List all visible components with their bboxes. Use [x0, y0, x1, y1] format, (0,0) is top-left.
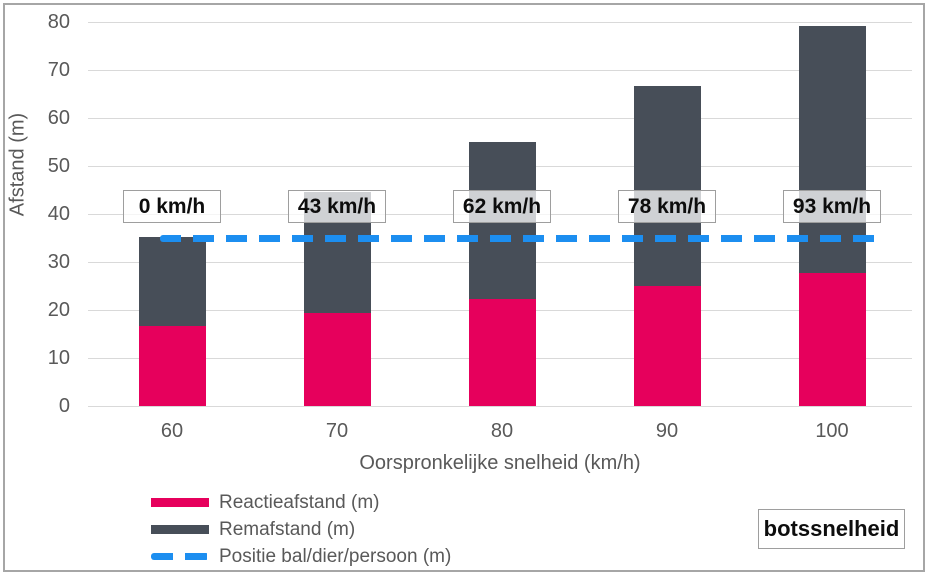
- y-tick-label: 30: [47, 251, 70, 273]
- x-axis-title: Oorspronkelijke snelheid (km/h): [359, 452, 641, 474]
- bar-segment-reactieafstand-60: [138, 325, 206, 406]
- legend: Reactieafstand (m) Remafstand (m) Positi…: [151, 489, 451, 570]
- legend-label-remafstand: Remafstand (m): [219, 518, 356, 540]
- legend-swatch-positie-dash-icon: [151, 553, 209, 560]
- legend-swatch-reactieafstand-icon: [151, 498, 209, 507]
- impact-speed-label: 0 km/h: [123, 190, 221, 223]
- bar-segment-reactieafstand-70: [303, 312, 371, 406]
- impact-speed-label: 93 km/h: [783, 190, 881, 223]
- impact-speed-label: 62 km/h: [453, 190, 551, 223]
- legend-item-positie: Positie bal/dier/persoon (m): [151, 543, 451, 570]
- botssnelheid-label: botssnelheid: [763, 516, 900, 541]
- x-tick-label: 80: [490, 420, 514, 442]
- y-tick-label: 60: [47, 107, 70, 129]
- gridline: [88, 406, 912, 407]
- x-tick-label: 70: [325, 420, 349, 442]
- x-tick-label: 100: [815, 420, 849, 442]
- y-tick-label: 80: [47, 11, 70, 33]
- bar-segment-reactieafstand-100: [798, 272, 866, 406]
- y-tick-label: 70: [47, 59, 70, 81]
- botssnelheid-box: botssnelheid: [758, 509, 905, 549]
- bar-segment-remafstand-100: [798, 25, 866, 273]
- bar-segment-remafstand-90: [633, 85, 701, 286]
- bar-segment-remafstand-60: [138, 237, 206, 326]
- y-tick-label: 20: [47, 299, 70, 321]
- position-line: [160, 235, 878, 242]
- legend-swatch-remafstand-icon: [151, 525, 209, 534]
- gridline: [88, 70, 912, 71]
- legend-item-reactieafstand: Reactieafstand (m): [151, 489, 451, 516]
- y-tick-label: 10: [47, 347, 70, 369]
- x-tick-label: 60: [160, 420, 184, 442]
- impact-speed-label: 43 km/h: [288, 190, 386, 223]
- legend-label-reactieafstand: Reactieafstand (m): [219, 491, 380, 513]
- bar-segment-reactieafstand-80: [468, 299, 536, 406]
- legend-label-positie: Positie bal/dier/persoon (m): [219, 545, 452, 567]
- x-tick-label: 90: [655, 420, 679, 442]
- legend-item-remafstand: Remafstand (m): [151, 516, 451, 543]
- y-tick-label: 50: [47, 155, 70, 177]
- y-tick-label: 0: [58, 395, 70, 417]
- y-tick-label: 40: [47, 203, 70, 225]
- bar-segment-reactieafstand-90: [633, 286, 701, 406]
- impact-speed-label: 78 km/h: [618, 190, 716, 223]
- gridline: [88, 22, 912, 23]
- plot-area: 0 km/h 43 km/h 62 km/h 78 km/h 93 km/h: [88, 22, 912, 407]
- gridline: [88, 118, 912, 119]
